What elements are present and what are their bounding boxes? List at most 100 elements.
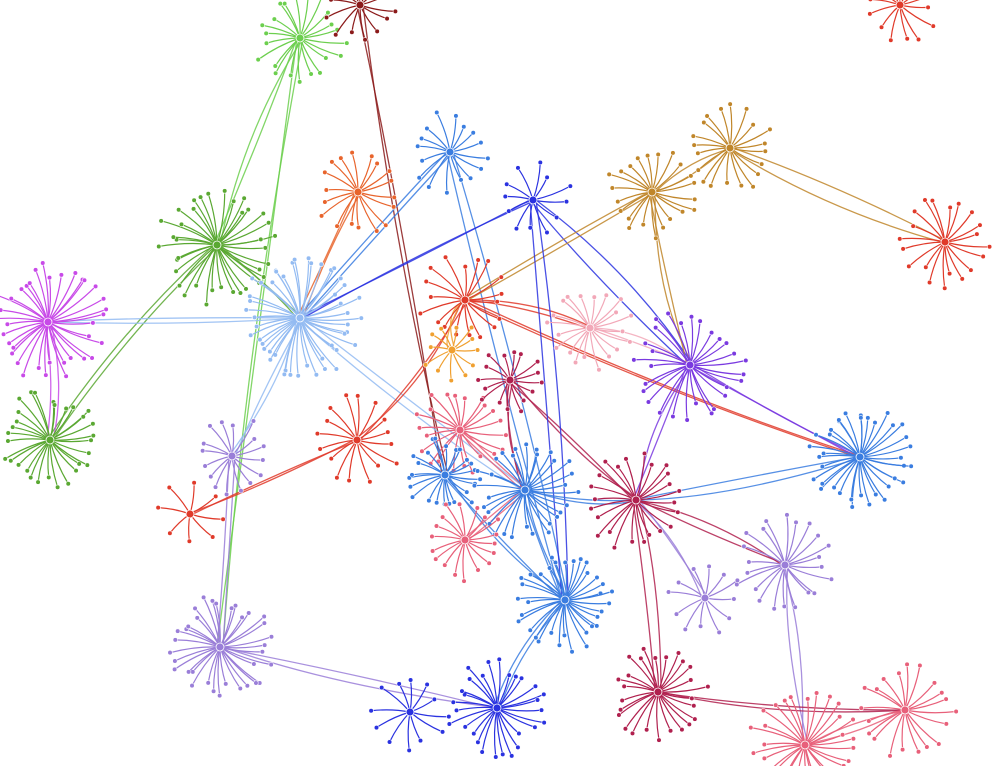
- leaf-node[interactable]: [554, 514, 560, 520]
- leaf-node[interactable]: [627, 163, 633, 169]
- leaf-node[interactable]: [667, 216, 673, 222]
- leaf-node[interactable]: [626, 654, 632, 660]
- leaf-node[interactable]: [506, 208, 512, 214]
- leaf-node[interactable]: [167, 530, 173, 536]
- leaf-node[interactable]: [287, 372, 294, 378]
- leaf-node[interactable]: [272, 63, 278, 69]
- cluster-orange[interactable]: [318, 150, 397, 234]
- leaf-node[interactable]: [433, 523, 440, 529]
- cluster-darkgreen[interactable]: [2, 389, 96, 490]
- leaf-node[interactable]: [252, 314, 258, 320]
- leaf-node[interactable]: [534, 697, 541, 703]
- leaf-node[interactable]: [231, 198, 237, 204]
- leaf-node[interactable]: [501, 531, 507, 537]
- leaf-node[interactable]: [430, 548, 436, 554]
- leaf-node[interactable]: [24, 468, 30, 474]
- leaf-node[interactable]: [186, 669, 192, 675]
- leaf-node[interactable]: [505, 406, 511, 412]
- leaf-node[interactable]: [653, 235, 659, 241]
- leaf-node[interactable]: [84, 462, 90, 468]
- leaf-node[interactable]: [243, 286, 249, 292]
- leaf-node[interactable]: [261, 274, 267, 280]
- leaf-node[interactable]: [368, 708, 374, 714]
- leaf-node[interactable]: [562, 482, 568, 488]
- leaf-node[interactable]: [584, 643, 590, 649]
- leaf-node[interactable]: [262, 245, 268, 251]
- leaf-node[interactable]: [738, 378, 744, 384]
- leaf-node[interactable]: [705, 684, 711, 690]
- leaf-node[interactable]: [409, 494, 416, 500]
- leaf-node[interactable]: [4, 321, 10, 327]
- leaf-node[interactable]: [527, 627, 533, 633]
- leaf-node[interactable]: [562, 559, 568, 566]
- leaf-node[interactable]: [409, 472, 415, 478]
- leaf-node[interactable]: [328, 0, 334, 3]
- cluster-blue[interactable]: [415, 109, 491, 196]
- leaf-node[interactable]: [538, 571, 544, 577]
- leaf-node[interactable]: [479, 749, 485, 755]
- leaf-node[interactable]: [431, 696, 438, 702]
- leaf-node[interactable]: [470, 362, 476, 368]
- leaf-node[interactable]: [693, 400, 699, 406]
- cluster-pink[interactable]: [544, 292, 634, 373]
- leaf-node[interactable]: [591, 294, 597, 300]
- leaf-node[interactable]: [313, 372, 319, 378]
- leaf-node[interactable]: [616, 712, 622, 718]
- leaf-node[interactable]: [695, 167, 701, 173]
- leaf-node[interactable]: [615, 464, 621, 470]
- leaf-node[interactable]: [349, 221, 355, 227]
- hub-node[interactable]: [460, 535, 470, 545]
- leaf-node[interactable]: [217, 693, 223, 699]
- leaf-node[interactable]: [346, 477, 352, 484]
- leaf-node[interactable]: [322, 199, 328, 205]
- leaf-node[interactable]: [485, 509, 492, 515]
- leaf-node[interactable]: [190, 206, 197, 212]
- leaf-node[interactable]: [512, 446, 518, 452]
- leaf-node[interactable]: [871, 736, 878, 742]
- leaf-node[interactable]: [897, 236, 903, 242]
- leaf-node[interactable]: [493, 531, 499, 538]
- leaf-node[interactable]: [416, 425, 423, 431]
- leaf-node[interactable]: [434, 500, 440, 506]
- leaf-node[interactable]: [212, 484, 219, 490]
- leaf-node[interactable]: [544, 319, 550, 326]
- leaf-node[interactable]: [831, 484, 837, 491]
- leaf-node[interactable]: [93, 283, 99, 289]
- leaf-node[interactable]: [273, 70, 279, 76]
- cluster-amber[interactable]: [422, 324, 481, 384]
- leaf-node[interactable]: [15, 360, 21, 366]
- leaf-node[interactable]: [762, 723, 768, 729]
- leaf-node[interactable]: [32, 390, 38, 396]
- leaf-node[interactable]: [807, 520, 813, 527]
- leaf-node[interactable]: [33, 267, 39, 273]
- leaf-node[interactable]: [544, 229, 550, 236]
- leaf-node[interactable]: [375, 462, 381, 469]
- leaf-node[interactable]: [424, 681, 430, 688]
- hub-node[interactable]: [700, 593, 710, 603]
- leaf-node[interactable]: [167, 650, 173, 656]
- leaf-node[interactable]: [89, 355, 95, 361]
- leaf-node[interactable]: [813, 432, 819, 438]
- leaf-node[interactable]: [222, 188, 228, 194]
- leaf-node[interactable]: [653, 316, 659, 322]
- leaf-node[interactable]: [603, 292, 609, 298]
- leaf-node[interactable]: [518, 675, 525, 681]
- cluster-red[interactable]: [314, 392, 400, 485]
- leaf-node[interactable]: [657, 528, 663, 534]
- leaf-node[interactable]: [513, 226, 520, 232]
- leaf-node[interactable]: [388, 178, 394, 184]
- leaf-node[interactable]: [2, 456, 8, 462]
- leaf-node[interactable]: [386, 168, 393, 174]
- leaf-node[interactable]: [690, 133, 696, 139]
- leaf-node[interactable]: [76, 461, 82, 467]
- leaf-node[interactable]: [243, 307, 249, 313]
- leaf-node[interactable]: [238, 488, 244, 494]
- leaf-node[interactable]: [858, 705, 864, 711]
- leaf-node[interactable]: [619, 328, 626, 335]
- leaf-node[interactable]: [670, 413, 676, 420]
- leaf-node[interactable]: [881, 676, 887, 682]
- leaf-node[interactable]: [255, 57, 261, 63]
- leaf-node[interactable]: [202, 463, 208, 469]
- leaf-node[interactable]: [534, 447, 540, 453]
- leaf-node[interactable]: [260, 457, 266, 463]
